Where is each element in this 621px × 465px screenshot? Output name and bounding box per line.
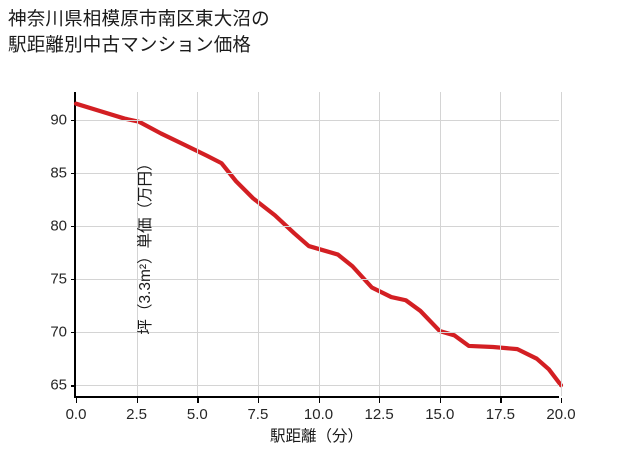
y-tick-mark [71, 172, 76, 175]
x-tick-mark [76, 398, 78, 403]
x-tick-mark [561, 398, 563, 403]
y-tick-label: 75 [50, 270, 67, 288]
gridline-horizontal [76, 332, 559, 334]
gridline-vertical [439, 92, 441, 396]
y-tick-mark [71, 385, 76, 387]
x-tick-mark [379, 398, 381, 403]
x-tick-label: 17.5 [485, 406, 515, 423]
plot-area: 65 70 75 80 85 90 0.0 2.5 5.0 7.5 10.0 12.5 15.0 17.5… [50, 92, 576, 423]
x-tick-label: 7.5 [247, 406, 269, 423]
y-tick-mark [71, 332, 76, 334]
gridline-vertical [379, 92, 381, 396]
gridline-vertical [561, 92, 562, 396]
x-tick-mark [257, 398, 260, 403]
gridline-vertical [500, 92, 502, 396]
x-tick-mark [318, 398, 320, 403]
gridline-vertical [318, 92, 320, 396]
x-tick-label: 10.0 [303, 406, 334, 423]
data-series-svg [73, 101, 564, 388]
y-tick-label: 70 [50, 323, 67, 341]
y-axis-title: 坪（3.3m²）単価（万円） [137, 155, 154, 335]
gridline-horizontal [76, 279, 559, 280]
y-tick-mark [71, 119, 76, 121]
y-tick-label: 65 [50, 376, 67, 394]
x-tick-label: 5.0 [186, 406, 208, 423]
gridline-vertical [257, 92, 259, 396]
x-tick-mark [500, 398, 502, 403]
x-tick-mark [136, 398, 138, 403]
x-tick-label: 2.5 [126, 406, 148, 423]
x-tick-mark [197, 398, 199, 403]
x-tick-label: 12.5 [364, 406, 394, 423]
x-tick-label: 15.0 [425, 406, 455, 423]
x-tick-label: 0.0 [65, 406, 87, 423]
price-trend-line [73, 101, 564, 388]
gridline-horizontal [76, 172, 559, 174]
x-axis-title: 駅距離（分） [269, 428, 363, 445]
y-tick-label: 85 [50, 164, 67, 182]
gridline-vertical [197, 92, 199, 396]
x-tick-mark [439, 398, 442, 403]
y-tick-label: 80 [50, 217, 67, 235]
gridline-horizontal [76, 385, 559, 387]
y-tick-mark [71, 225, 76, 228]
plot-inner [73, 92, 564, 396]
gridline-horizontal [76, 225, 559, 227]
gridline-horizontal [76, 119, 559, 121]
chart-title: 神奈川県相模原市南区東大沼の 駅距離別中古マンション価格 [8, 8, 270, 55]
y-tick-mark [71, 279, 76, 281]
gridline-vertical [136, 92, 138, 396]
y-tick-label: 90 [50, 111, 67, 129]
x-tick-label: 20.0 [546, 406, 576, 423]
